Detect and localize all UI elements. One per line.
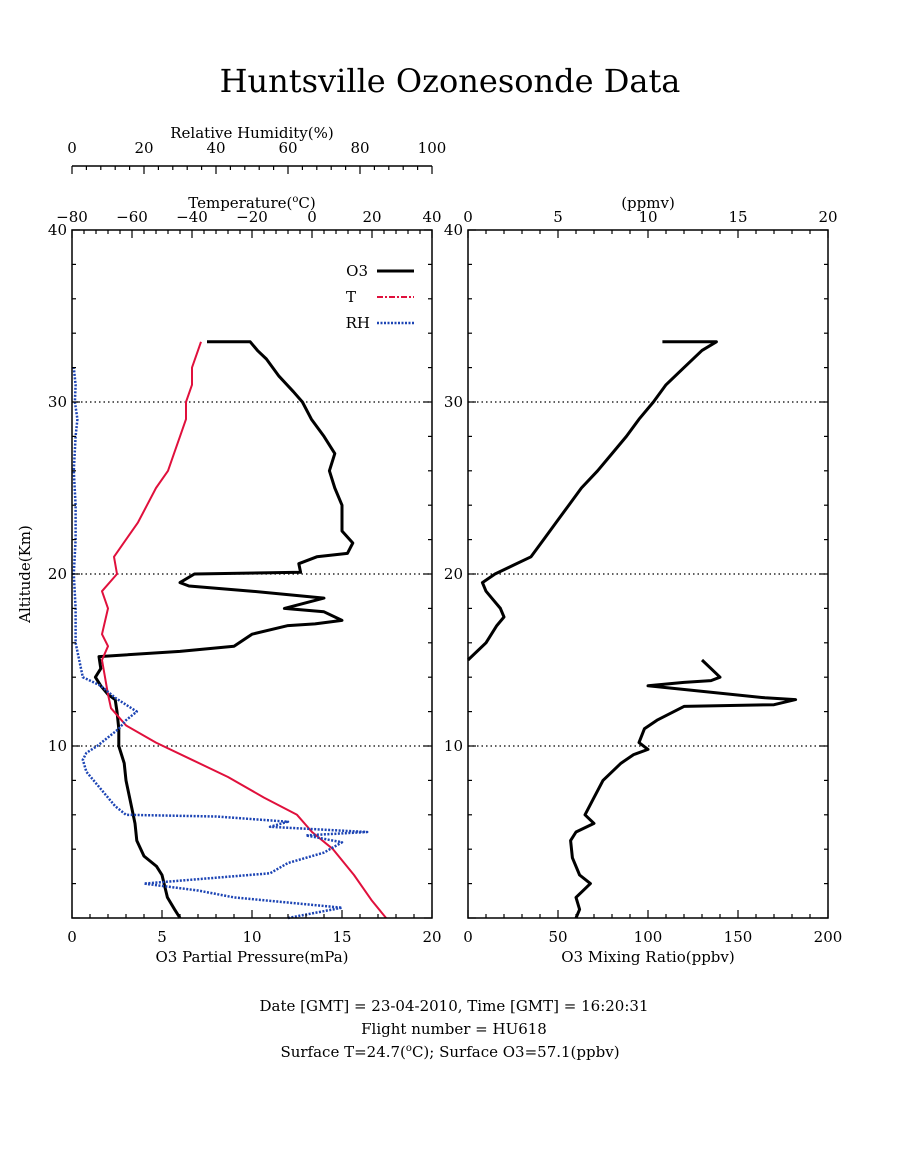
x-tick-label: 5 (553, 208, 563, 226)
x-tick-label: −80 (56, 208, 88, 226)
x-tick-label: −40 (176, 208, 208, 226)
legend: O3 T RH (346, 262, 414, 332)
x-tick-label: 20 (818, 208, 837, 226)
x-tick-label: 40 (422, 208, 441, 226)
series-line-t (101, 341, 387, 919)
legend-label-o3: O3 (346, 262, 368, 280)
series-line-o3-mixing-ratio-ppmv (466, 340, 718, 662)
footer-flight-number: Flight number = HU618 (361, 1020, 547, 1038)
series-line-o3-mixing-ratio-ppbv (569, 658, 798, 919)
x-tick-label: 15 (728, 208, 747, 226)
x-tick-label: 80 (350, 139, 369, 157)
left-ticks: 10 20 30 40 0 5 10 15 20 −80 −60 −40 −20 0 20 40 0 20 40 60… (48, 139, 446, 946)
x-tick-label: 5 (157, 928, 167, 946)
y-tick-label: 20 (444, 565, 463, 583)
legend-label-rh: RH (346, 314, 370, 332)
x-tick-label: 0 (67, 139, 77, 157)
left-panel: 10 20 30 40 0 5 10 15 20 −80 −60 −40 −20 0 20 40 0 20 40 60… (16, 124, 446, 966)
y-tick-label: 10 (444, 737, 463, 755)
chart-title: Huntsville Ozonesonde Data (220, 62, 681, 100)
x-tick-label: −20 (236, 208, 268, 226)
series-line-o3 (93, 340, 355, 919)
x-tick-label: −60 (116, 208, 148, 226)
y-tick-label: 40 (444, 221, 463, 239)
right-series-group (466, 340, 798, 919)
x-tick-label: 100 (418, 139, 447, 157)
temperature-axis-title: Temperature(oC) (188, 194, 316, 212)
altitude-axis-title: Altitude(Km) (16, 525, 34, 624)
x-tick-label: 50 (548, 928, 567, 946)
right-gridlines (468, 401, 828, 747)
y-tick-label: 30 (444, 393, 463, 411)
y-tick-label: 20 (48, 565, 67, 583)
o3-mixing-ratio-axis-title: O3 Mixing Ratio(ppbv) (561, 948, 734, 966)
x-tick-label: 200 (814, 928, 843, 946)
x-tick-label: 10 (638, 208, 657, 226)
y-tick-label: 10 (48, 737, 67, 755)
ppmv-axis-title: (ppmv) (621, 194, 675, 212)
x-tick-label: 15 (332, 928, 351, 946)
footer-date-time: Date [GMT] = 23-04-2010, Time [GMT] = 16… (259, 997, 648, 1015)
x-tick-label: 0 (463, 928, 473, 946)
x-tick-label: 100 (634, 928, 663, 946)
x-tick-label: 10 (242, 928, 261, 946)
x-tick-label: 20 (422, 928, 441, 946)
x-tick-label: 20 (134, 139, 153, 157)
x-tick-label: 20 (362, 208, 381, 226)
o3-partial-pressure-axis-title: O3 Partial Pressure(mPa) (155, 948, 348, 966)
x-tick-label: 0 (307, 208, 317, 226)
x-tick-label: 150 (724, 928, 753, 946)
footer-surface-values: Surface T=24.7(oC); Surface O3=57.1(ppbv… (280, 1043, 619, 1061)
left-series-group (72, 340, 387, 920)
x-tick-label: 0 (67, 928, 77, 946)
series-line-rh (72, 367, 369, 920)
x-tick-label: 60 (278, 139, 297, 157)
y-tick-label: 30 (48, 393, 67, 411)
y-tick-label: 40 (48, 221, 67, 239)
rh-axis-title: Relative Humidity(%) (170, 124, 333, 142)
legend-label-t: T (346, 288, 356, 306)
x-tick-label: 0 (463, 208, 473, 226)
x-tick-label: 40 (206, 139, 225, 157)
